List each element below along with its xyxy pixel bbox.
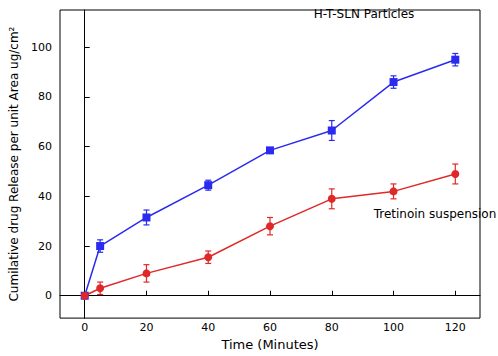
svg-text:60: 60: [263, 321, 277, 334]
svg-text:Tretinoin suspension: Tretinoin suspension: [373, 207, 497, 221]
svg-text:Time (Minutes): Time (Minutes): [220, 337, 318, 352]
svg-text:100: 100: [31, 41, 52, 54]
svg-text:0: 0: [81, 321, 88, 334]
svg-text:Cumilative drug Release per un: Cumilative drug Release per unit Area ug…: [7, 26, 21, 301]
svg-text:60: 60: [38, 140, 52, 153]
svg-text:40: 40: [201, 321, 215, 334]
svg-text:80: 80: [325, 321, 339, 334]
svg-text:120: 120: [445, 321, 466, 334]
svg-text:20: 20: [139, 321, 153, 334]
svg-text:0: 0: [45, 289, 52, 302]
svg-text:40: 40: [38, 190, 52, 203]
svg-text:H-T-SLN Particles: H-T-SLN Particles: [314, 7, 415, 21]
svg-text:20: 20: [38, 240, 52, 253]
svg-text:80: 80: [38, 90, 52, 103]
svg-text:100: 100: [383, 321, 404, 334]
